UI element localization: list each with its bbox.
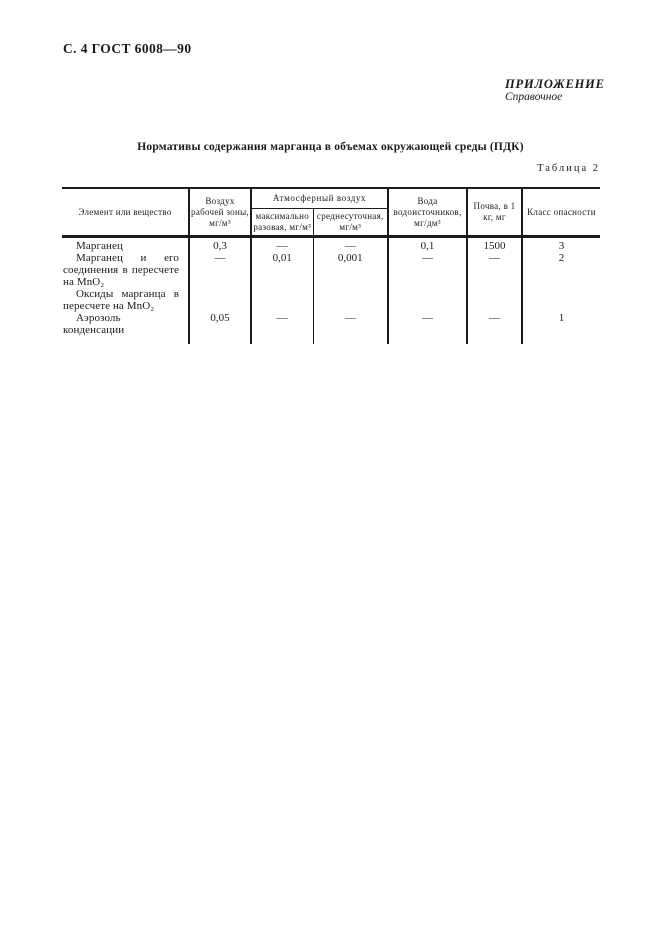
annex-title: ПРИЛОЖЕНИЕ xyxy=(505,77,605,91)
cell-element-name: Аэрозоль конденсации xyxy=(63,312,125,336)
col-header-atmospheric-air: Атмосферный воздух xyxy=(249,188,389,209)
cell-work-air: 0,3 xyxy=(188,236,251,252)
cell-hazard-class xyxy=(521,288,601,312)
pdk-table-header: Элемент или вещество Воздух рабочей зоны… xyxy=(62,188,601,238)
col-header-hazard-class: Класс опасности xyxy=(521,188,601,238)
pdk-table-body: Марганец 0,3 — — 0,1 1500 3 Марганец и е… xyxy=(62,236,601,344)
header-row-sub: максимально разовая, мг/м³ среднесуточна… xyxy=(62,208,600,238)
cell-water: — xyxy=(387,252,468,288)
cell-water xyxy=(387,288,468,312)
table-row: Аэрозоль конденсации 0,05 — — — — 1 xyxy=(62,312,601,344)
cell-work-air xyxy=(188,288,251,312)
cell-daily-avg: — xyxy=(312,236,389,252)
cell-daily-avg: 0,001 xyxy=(312,252,389,288)
cell-element-name: Оксиды марганца в пересчете на MnO₂ xyxy=(63,288,179,312)
cell-max-single xyxy=(250,288,313,312)
cell-element-name: Марганец xyxy=(76,240,124,252)
cell-water: — xyxy=(387,312,468,344)
cell-daily-avg xyxy=(312,288,389,312)
col-header-work-air: Воздух рабочей зоны, мг/м³ xyxy=(188,188,251,238)
table-row: Марганец и его соединения в пересчете на… xyxy=(62,252,601,288)
cell-hazard-class: 1 xyxy=(521,312,601,344)
pdk-table: Элемент или вещество Воздух рабочей зоны… xyxy=(62,187,601,344)
document-title: Нормативы содержания марганца в объемах … xyxy=(137,141,524,153)
cell-soil: — xyxy=(466,252,523,288)
annex-subtitle: Справочное xyxy=(505,91,563,103)
header-row-top: Элемент или вещество Воздух рабочей зоны… xyxy=(62,188,601,238)
cell-max-single: 0,01 xyxy=(250,252,313,288)
cell-soil: 1500 xyxy=(466,236,523,252)
table-row: Оксиды марганца в пересчете на MnO₂ xyxy=(62,288,601,312)
table-row: Марганец 0,3 — — 0,1 1500 3 xyxy=(62,236,601,252)
cell-water: 0,1 xyxy=(387,236,468,252)
cell-work-air: 0,05 xyxy=(188,312,251,344)
cell-work-air: — xyxy=(188,252,251,288)
cell-soil xyxy=(466,288,523,312)
cell-daily-avg: — xyxy=(312,312,389,344)
col-header-daily-avg: среднесуточная, мг/м³ xyxy=(312,208,389,238)
cell-hazard-class: 2 xyxy=(521,252,601,288)
col-header-element: Элемент или вещество xyxy=(62,188,189,238)
col-header-max-single: максимально разовая, мг/м³ xyxy=(250,208,313,238)
cell-max-single: — xyxy=(250,236,313,252)
table-label: Таблица 2 xyxy=(537,163,600,174)
col-header-water: Вода водоисточников, мг/дм³ xyxy=(387,188,468,238)
page-header: С. 4 ГОСТ 6008—90 xyxy=(63,41,192,56)
col-header-soil: Почва, в 1 кг, мг xyxy=(466,188,523,238)
cell-element-name: Марганец и его соединения в пересчете на… xyxy=(63,252,179,288)
annex-block: ПРИЛОЖЕНИЕ Справочное xyxy=(505,77,605,104)
cell-soil: — xyxy=(466,312,523,344)
cell-hazard-class: 3 xyxy=(521,236,601,252)
cell-max-single: — xyxy=(250,312,313,344)
